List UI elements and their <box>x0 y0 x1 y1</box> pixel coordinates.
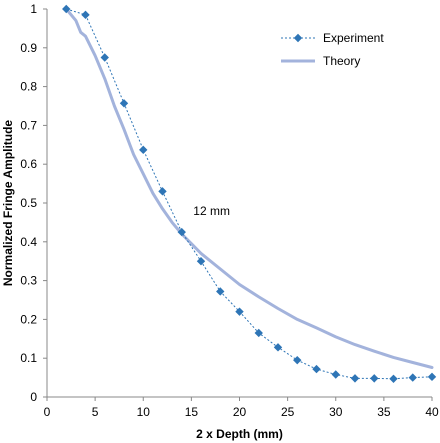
experiment-point <box>254 328 263 338</box>
legend-theory-label: Theory <box>323 54 360 68</box>
y-tick-label: 0.5 <box>20 196 37 210</box>
x-tick-label: 25 <box>281 405 295 419</box>
x-tick-label: 40 <box>425 405 439 419</box>
y-tick-label: 0.7 <box>20 118 37 132</box>
experiment-point <box>62 4 71 14</box>
experiment-point <box>370 374 379 383</box>
experiment-point <box>196 257 206 266</box>
x-tick-label: 10 <box>137 405 151 419</box>
experiment-point <box>235 307 244 316</box>
y-tick-label: 0.6 <box>20 157 37 171</box>
experiment-point <box>273 343 283 352</box>
experiment-point <box>100 53 109 62</box>
experiment-point <box>177 227 186 237</box>
x-tick-label: 15 <box>185 405 199 419</box>
experiment-point <box>408 373 417 382</box>
y-tick-label: 0.1 <box>20 351 37 365</box>
legend: Experiment Theory <box>281 31 384 68</box>
x-tick-label: 30 <box>329 405 343 419</box>
annotations: 12 mm <box>193 204 230 218</box>
experiment-series-line <box>66 8 433 380</box>
y-tick-label: 0.2 <box>20 312 37 326</box>
x-axis-title: 2 x Depth (mm) <box>196 427 283 441</box>
experiment-point <box>312 364 321 374</box>
experiment-point <box>350 374 360 383</box>
y-tick-label: 0 <box>30 390 37 404</box>
experiment-point <box>389 374 398 383</box>
experiment-point <box>331 370 340 379</box>
experiment-point <box>119 99 129 108</box>
x-tick-label: 20 <box>233 405 247 419</box>
y-tick-label: 0.9 <box>20 41 37 55</box>
x-tick-label: 35 <box>377 405 391 419</box>
y-tick-label: 0.8 <box>20 80 37 94</box>
y-axis-title: Normalized Fringe Amplitude <box>1 120 15 287</box>
experiment-point <box>139 145 148 155</box>
legend-experiment-marker <box>293 33 303 43</box>
x-tick-label: 0 <box>44 405 51 419</box>
experiment-point <box>81 10 90 20</box>
x-tick-label: 5 <box>92 405 99 419</box>
y-tick-label: 0.4 <box>20 235 37 249</box>
y-tick-label: 1 <box>30 2 37 16</box>
experiment-point <box>158 187 167 196</box>
annotation-label: 12 mm <box>193 204 230 218</box>
axes: 0 5 10 15 20 25 30 35 40 0 0.1 0.2 0.3 0.4 0.5 0.6 0.7 0.… <box>20 2 439 419</box>
experiment-point <box>427 372 437 382</box>
experiment-point <box>293 355 302 365</box>
series <box>62 4 437 383</box>
experiment-point <box>216 287 225 296</box>
legend-experiment-label: Experiment <box>323 31 384 45</box>
y-tick-label: 0.3 <box>20 274 37 288</box>
theory-series-line <box>64 7 434 369</box>
